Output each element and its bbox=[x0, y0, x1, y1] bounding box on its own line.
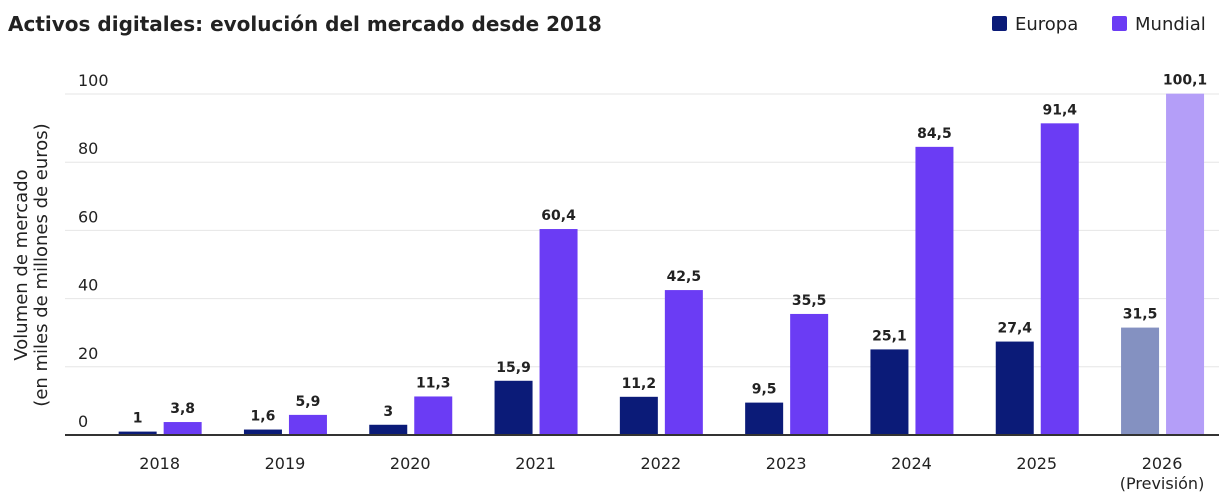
value-label: 91,4 bbox=[1042, 102, 1077, 118]
x-tick-label: 2024 bbox=[891, 454, 932, 473]
value-label: 42,5 bbox=[667, 269, 702, 285]
x-tick-label: 2022 bbox=[640, 454, 681, 473]
bar bbox=[915, 146, 954, 436]
y-axis-label: Volumen de mercado (en miles de millones … bbox=[11, 123, 52, 406]
y-tick-label: 80 bbox=[78, 139, 98, 158]
bar bbox=[414, 396, 453, 435]
value-label: 60,4 bbox=[541, 208, 576, 224]
x-tick-label: 2021 bbox=[515, 454, 556, 473]
bar bbox=[1040, 123, 1079, 436]
y-tick-label: 100 bbox=[78, 71, 109, 90]
value-label: 9,5 bbox=[752, 382, 777, 398]
x-tick-label: 2018 bbox=[139, 454, 180, 473]
value-label: 31,5 bbox=[1123, 307, 1158, 323]
value-label: 1 bbox=[133, 411, 143, 427]
value-label: 1,6 bbox=[251, 409, 276, 425]
value-label: 11,3 bbox=[416, 375, 451, 391]
value-label: 84,5 bbox=[917, 126, 952, 142]
value-label: 100,1 bbox=[1163, 73, 1207, 89]
bar bbox=[995, 341, 1034, 435]
x-tick-label: 2026 (Previsión) bbox=[1120, 454, 1205, 493]
bar bbox=[870, 349, 909, 435]
value-label: 11,2 bbox=[622, 376, 657, 392]
value-label: 35,5 bbox=[792, 293, 827, 309]
value-label: 15,9 bbox=[496, 360, 531, 376]
legend-swatch bbox=[1112, 16, 1127, 31]
x-tick-label: 2025 bbox=[1016, 454, 1057, 473]
x-tick-label: 2023 bbox=[766, 454, 807, 473]
y-tick-label: 60 bbox=[78, 207, 98, 226]
y-tick-label: 40 bbox=[78, 276, 98, 295]
bar bbox=[790, 313, 829, 435]
y-axis-label-line: Volumen de mercado bbox=[11, 169, 32, 360]
bar bbox=[664, 290, 703, 435]
bar bbox=[243, 429, 282, 435]
y-tick-label: 0 bbox=[78, 412, 88, 431]
bar bbox=[163, 422, 202, 435]
value-label: 25,1 bbox=[872, 328, 907, 344]
y-axis-label-line: (en miles de millones de euros) bbox=[31, 123, 52, 406]
bar bbox=[369, 424, 408, 435]
value-label: 5,9 bbox=[296, 394, 321, 410]
chart-title: Activos digitales: evolución del mercado… bbox=[8, 12, 602, 36]
bar bbox=[745, 402, 784, 435]
bar bbox=[619, 396, 658, 435]
x-tick-label: 2020 bbox=[390, 454, 431, 473]
bar bbox=[494, 380, 533, 435]
legend-label: Europa bbox=[1015, 14, 1078, 35]
y-tick-label: 20 bbox=[78, 344, 98, 363]
bar bbox=[288, 414, 327, 435]
legend-label: Mundial bbox=[1135, 14, 1206, 35]
legend-swatch bbox=[992, 16, 1007, 31]
bar bbox=[539, 229, 578, 435]
value-label: 3 bbox=[383, 404, 393, 420]
x-tick-label: 2019 bbox=[265, 454, 306, 473]
bar bbox=[1166, 93, 1205, 435]
bar bbox=[1121, 327, 1160, 435]
value-label: 27,4 bbox=[997, 321, 1032, 337]
value-label: 3,8 bbox=[170, 401, 195, 417]
bar bbox=[118, 431, 157, 435]
